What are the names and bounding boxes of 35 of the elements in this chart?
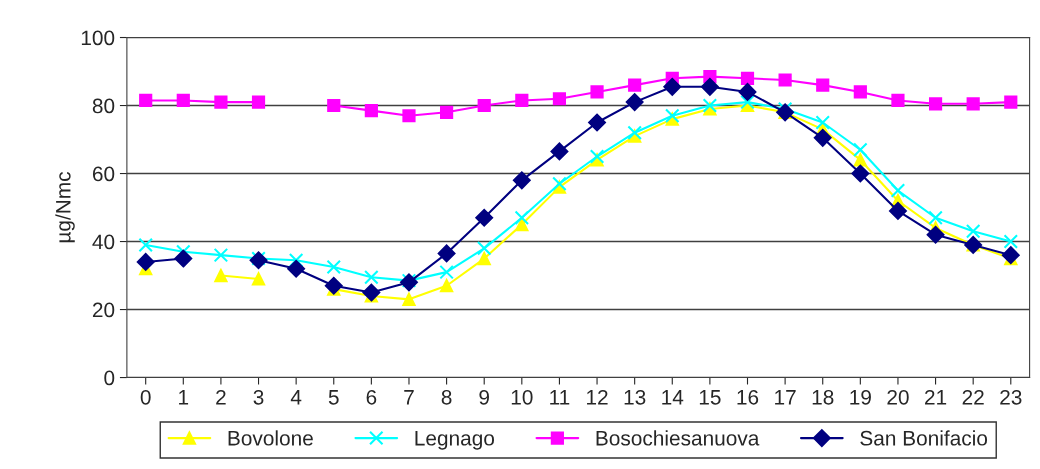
y-tick-label: 100 bbox=[81, 30, 115, 46]
y-axis-title: µg/Nmc bbox=[55, 171, 75, 243]
x-tick-label: 17 bbox=[775, 390, 796, 405]
x-tick-label: 3 bbox=[253, 389, 264, 405]
x-tick-label: 20 bbox=[887, 389, 909, 405]
x-tick-label: 7 bbox=[404, 390, 414, 405]
x-tick-label: 16 bbox=[737, 389, 759, 405]
x-tick-label: 10 bbox=[511, 389, 533, 405]
legend-label: Bovolone bbox=[228, 430, 313, 446]
y-tick-label: 0 bbox=[104, 370, 115, 386]
x-tick-label: 0 bbox=[140, 389, 151, 405]
x-tick-label: 12 bbox=[587, 389, 608, 405]
x-tick-label: 6 bbox=[366, 389, 377, 405]
x-tick-label: 19 bbox=[850, 389, 871, 405]
x-tick-label: 15 bbox=[699, 390, 721, 405]
legend-label: Legnago bbox=[415, 431, 495, 450]
x-tick-label: 13 bbox=[624, 389, 646, 405]
x-tick-label: 22 bbox=[962, 389, 984, 405]
y-tick-label: 60 bbox=[92, 166, 115, 182]
y-tick-label: 40 bbox=[92, 234, 115, 250]
x-tick-label: 23 bbox=[1000, 389, 1022, 405]
x-tick-label: 2 bbox=[216, 389, 226, 405]
x-tick-label: 8 bbox=[441, 389, 452, 405]
y-tick-label: 80 bbox=[92, 98, 115, 114]
x-tick-label: 18 bbox=[812, 389, 834, 405]
legend-label: San Bonifacio bbox=[860, 430, 988, 446]
x-tick-label: 4 bbox=[290, 390, 302, 405]
y-tick-label: 20 bbox=[92, 302, 115, 318]
x-tick-label: 5 bbox=[328, 390, 339, 405]
legend-label: Bosochiesanuova bbox=[596, 430, 760, 446]
x-tick-label: 11 bbox=[550, 390, 570, 405]
x-tick-label: 1 bbox=[179, 390, 189, 405]
x-tick-label: 21 bbox=[925, 389, 947, 405]
x-tick-label: 9 bbox=[479, 389, 490, 405]
x-tick-label: 14 bbox=[662, 390, 684, 405]
